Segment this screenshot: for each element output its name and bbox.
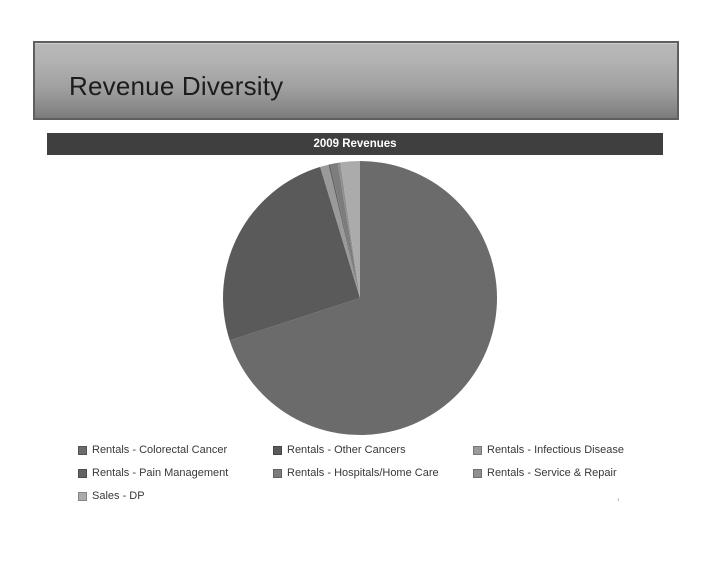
pie-slice-3 xyxy=(328,164,360,298)
legend-swatch-icon xyxy=(473,468,482,478)
legend-item: Rentals - Other Cancers xyxy=(273,443,473,457)
pie-slice-2 xyxy=(320,164,360,298)
pie-chart xyxy=(223,161,498,435)
legend-item: Rentals - Colorectal Cancer xyxy=(78,443,273,457)
pie-slice-4 xyxy=(330,162,360,298)
legend-label: Rentals - Service & Repair xyxy=(487,467,617,479)
legend-swatch-icon xyxy=(473,445,482,455)
legend-item: Sales - DP xyxy=(78,489,273,503)
pie-chart-area xyxy=(220,158,500,438)
pie-slice-1 xyxy=(223,166,360,341)
slide-title-bar: Revenue Diversity xyxy=(33,41,679,120)
legend-swatch-icon xyxy=(273,445,282,455)
chart-legend: Rentals - Colorectal Cancer Rentals - Oth… xyxy=(78,443,703,503)
legend-swatch-icon xyxy=(273,468,282,478)
chart-title-bar: 2009 Revenues xyxy=(47,133,663,155)
legend-item: Rentals - Hospitals/Home Care xyxy=(273,466,473,480)
pie-slice-6 xyxy=(340,161,360,298)
legend-item: Rentals - Service & Repair xyxy=(473,466,703,480)
legend-item: Rentals - Infectious Disease xyxy=(473,443,703,457)
legend-swatch-icon xyxy=(78,491,87,501)
legend-label: Rentals - Hospitals/Home Care xyxy=(287,467,439,479)
pie-slice-5 xyxy=(337,162,360,298)
stray-apostrophe-mark: ’ xyxy=(617,497,620,509)
legend-item: Rentals - Pain Management xyxy=(78,466,273,480)
legend-label: Sales - DP xyxy=(92,490,145,502)
slide-title: Revenue Diversity xyxy=(69,71,284,101)
legend-swatch-icon xyxy=(78,468,87,478)
chart-title: 2009 Revenues xyxy=(313,138,397,150)
legend-label: Rentals - Infectious Disease xyxy=(487,444,624,456)
legend-swatch-icon xyxy=(78,445,87,455)
legend-label: Rentals - Other Cancers xyxy=(287,444,406,456)
legend-label: Rentals - Colorectal Cancer xyxy=(92,444,228,456)
pie-slice-0 xyxy=(229,161,498,435)
legend-label: Rentals - Pain Management xyxy=(92,467,229,479)
